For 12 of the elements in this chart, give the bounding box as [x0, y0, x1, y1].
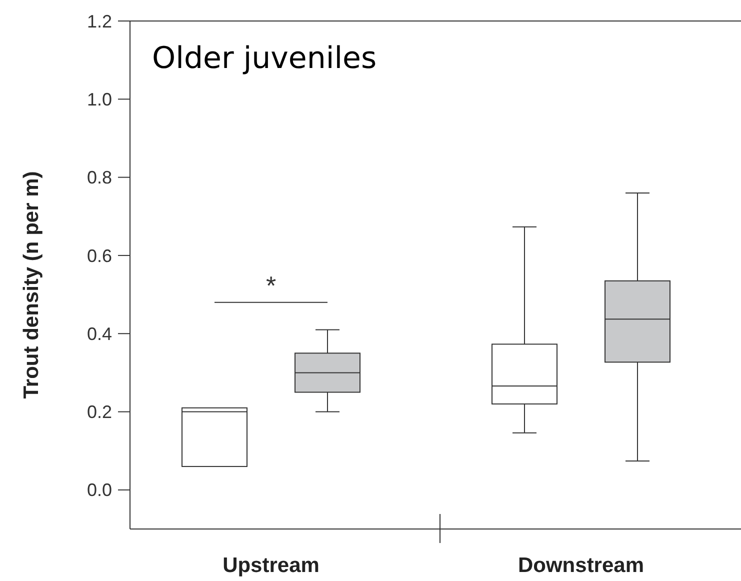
text: Older juveniles — [152, 41, 377, 76]
y-tick-label: 0.2 — [86, 402, 112, 422]
y-tick-label: 0.8 — [86, 168, 112, 188]
y-tick-label: 0.0 — [86, 480, 112, 500]
y-axis-title: Trout density (n per m) — [20, 171, 43, 399]
y-tick-label: 1.0 — [86, 89, 112, 110]
y-tick-label: 1.2 — [86, 11, 112, 32]
x-tick-label: Downstream — [518, 554, 644, 577]
x-tick-label: Upstream — [222, 554, 320, 577]
y-tick-label: 0.6 — [86, 246, 112, 266]
annotation: * — [266, 270, 276, 300]
y-tick-label: 0.4 — [86, 324, 112, 344]
